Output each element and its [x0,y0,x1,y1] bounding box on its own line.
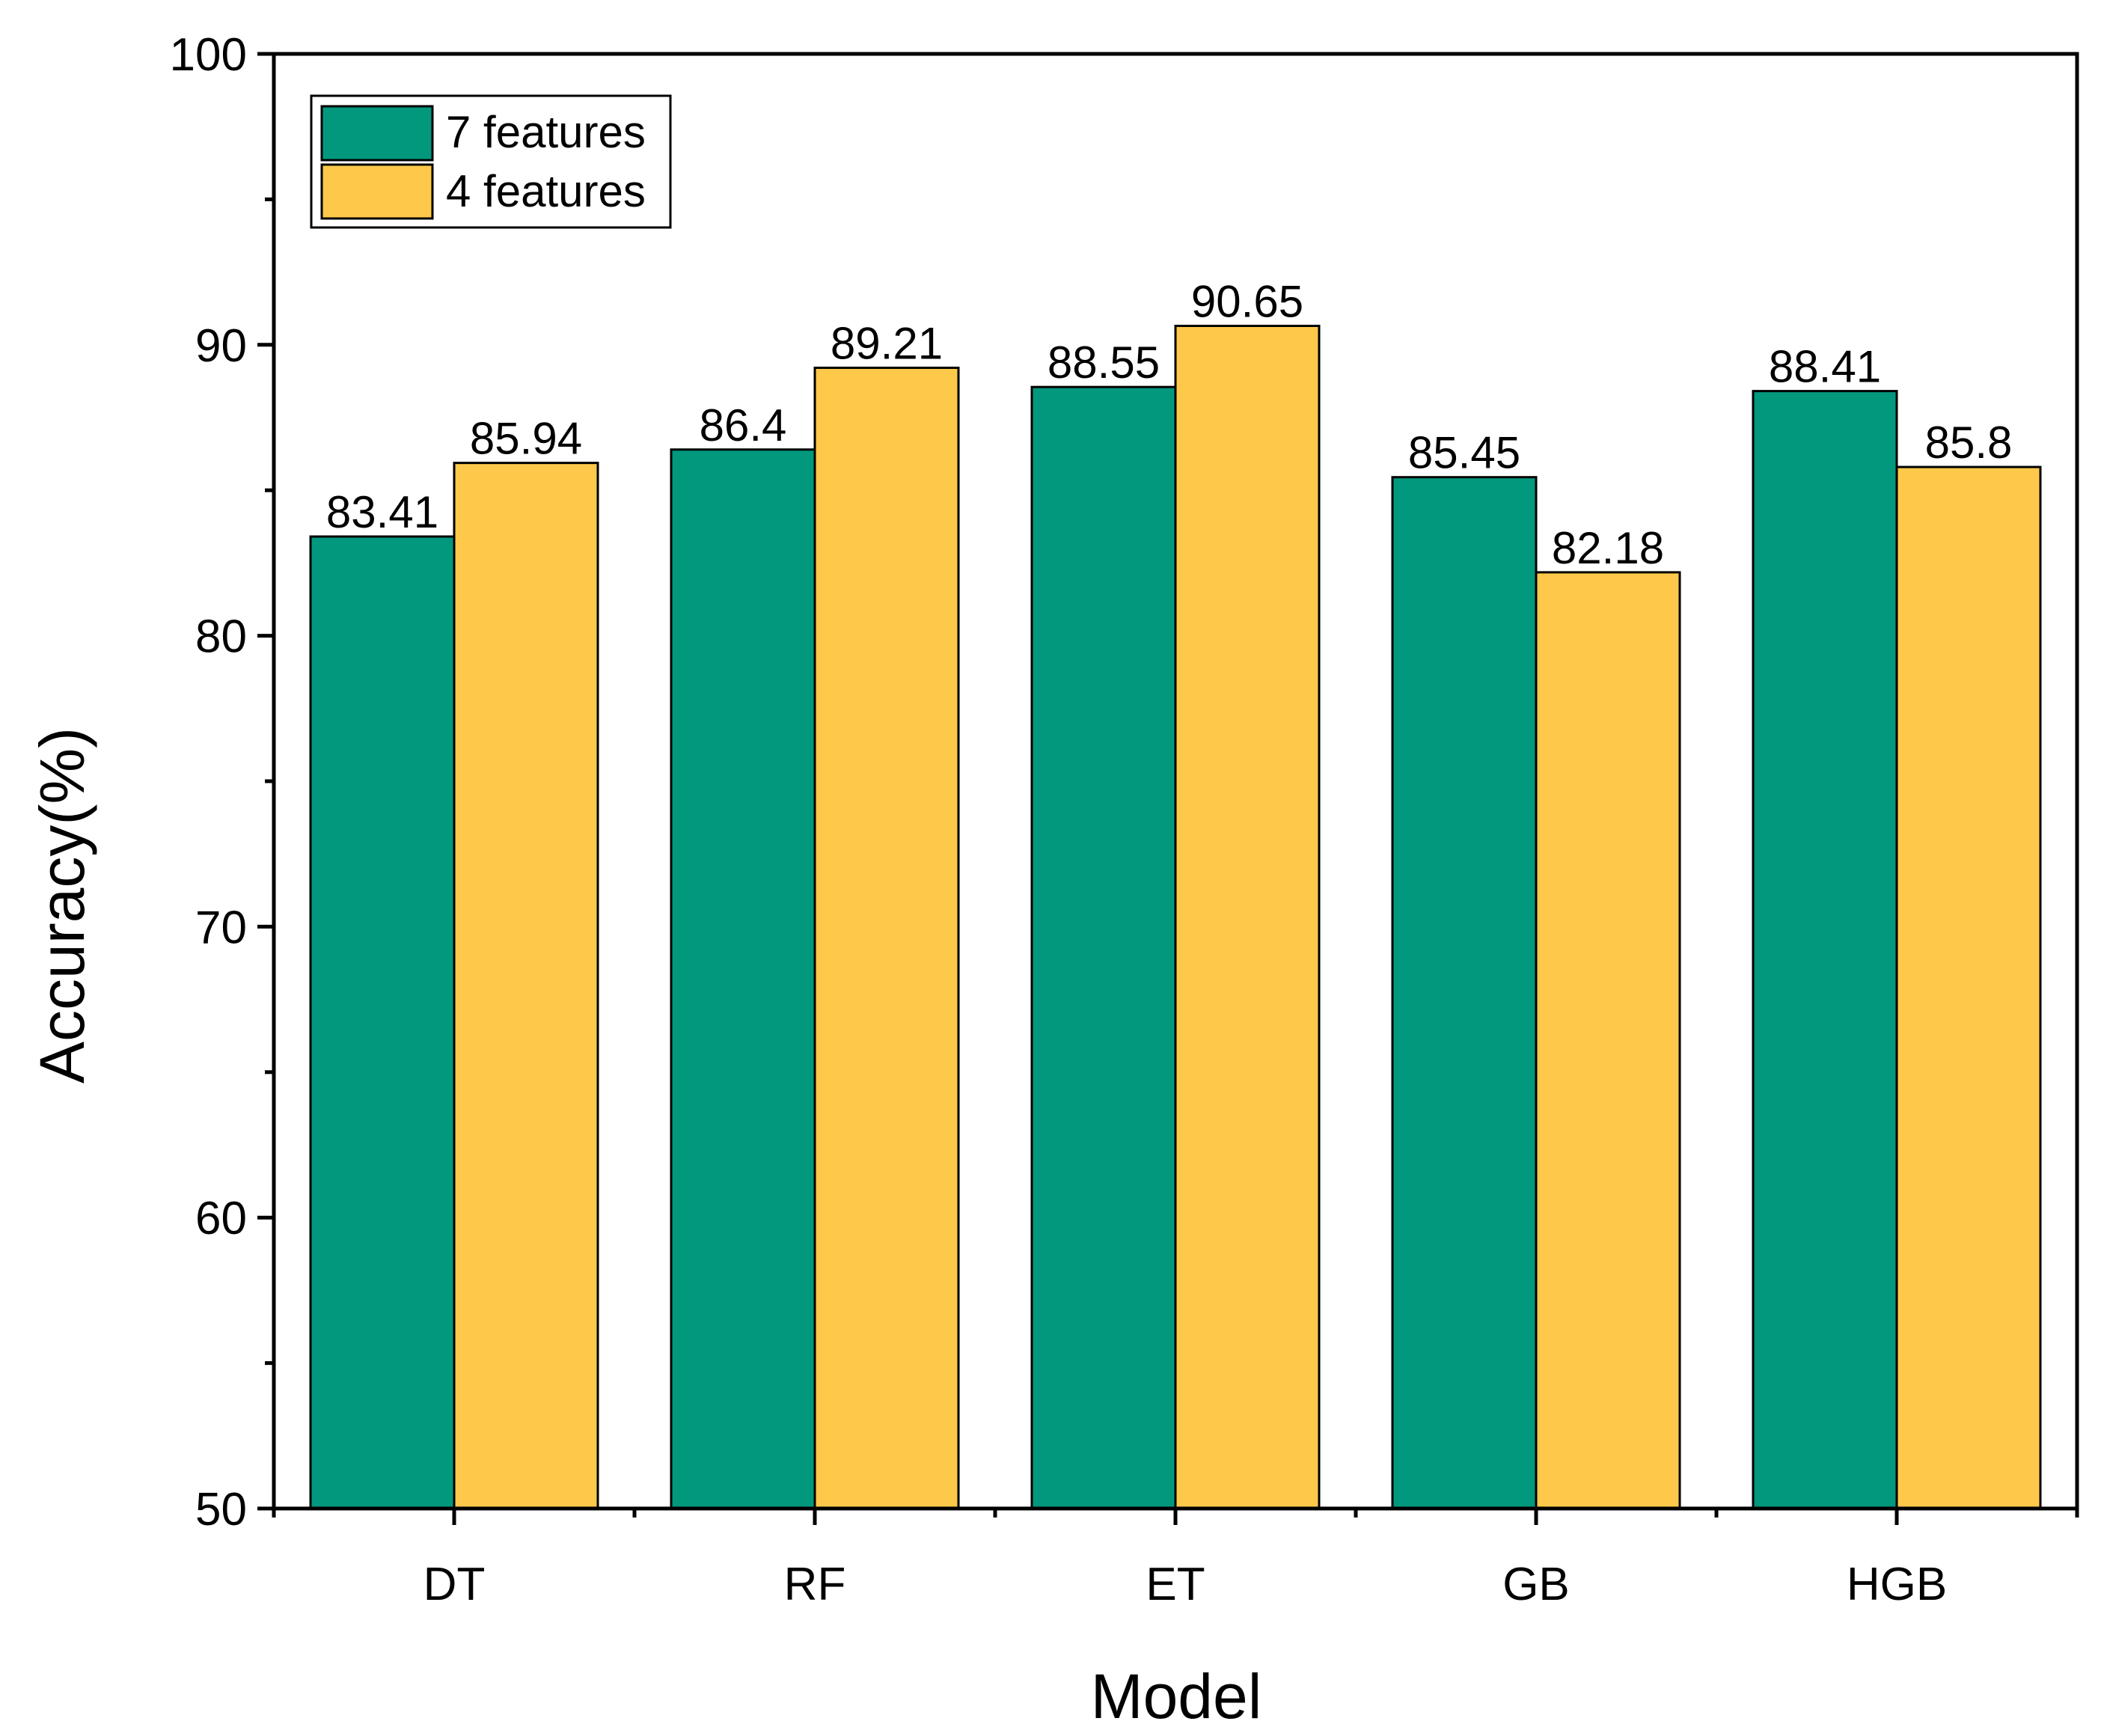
data-label-rf-7-features: 86.4 [700,400,787,450]
ticks-layer: 50 60 70 80 90 100 DT RF ET GB HGB [170,29,2079,1610]
y-tick-label-90: 90 [195,320,247,372]
data-label-dt-7-features: 83.41 [326,487,438,537]
legend-label-4-features: 4 features [446,166,646,216]
y-tick-label-80: 80 [195,611,247,663]
x-tick-label-hgb: HGB [1847,1559,1947,1610]
bar-et-7-features [1030,385,1177,1510]
bar-rf-4-features [813,367,960,1510]
y-tick-label-50: 50 [195,1484,247,1535]
bars-layer [309,325,2042,1510]
bar-rf-7-features [670,448,816,1510]
data-label-gb-4-features: 82.18 [1552,523,1664,573]
bar-hgb-7-features [1752,390,1898,1510]
data-label-rf-4-features: 89.21 [831,319,943,369]
x-axis-title: Model [1091,1661,1262,1732]
x-tick-label-rf: RF [784,1559,846,1610]
bar-gb-7-features [1391,476,1538,1510]
bar-et-4-features [1174,325,1321,1510]
y-axis-title: Accuracy(%) [27,727,97,1084]
x-tick-label-et: ET [1146,1559,1205,1610]
x-tick-label-dt: DT [423,1559,486,1610]
data-label-dt-4-features: 85.94 [470,414,582,464]
y-tick-label-100: 100 [170,29,247,81]
legend-label-7-features: 7 features [446,107,646,157]
y-tick-label-60: 60 [195,1193,247,1244]
bar-dt-4-features [453,462,599,1510]
y-tick-label-70: 70 [195,902,247,953]
bar-dt-7-features [309,535,456,1510]
data-label-et-7-features: 88.55 [1048,337,1160,388]
data-label-gb-7-features: 85.45 [1408,428,1520,478]
bar-hgb-4-features [1895,465,2042,1510]
data-label-hgb-4-features: 85.8 [1925,418,2013,468]
bar-gb-4-features [1535,571,1681,1510]
data-label-hgb-7-features: 88.41 [1769,342,1881,392]
data-label-et-4-features: 90.65 [1191,277,1303,327]
data-labels-layer: 83.41 85.94 86.4 89.21 88.55 90.65 85.45 82.18 8… [326,277,2012,573]
x-tick-label-gb: GB [1502,1559,1570,1610]
legend-swatch-7-features [320,105,434,162]
legend: 7 features 4 features [310,94,672,229]
legend-swatch-4-features [320,163,434,220]
